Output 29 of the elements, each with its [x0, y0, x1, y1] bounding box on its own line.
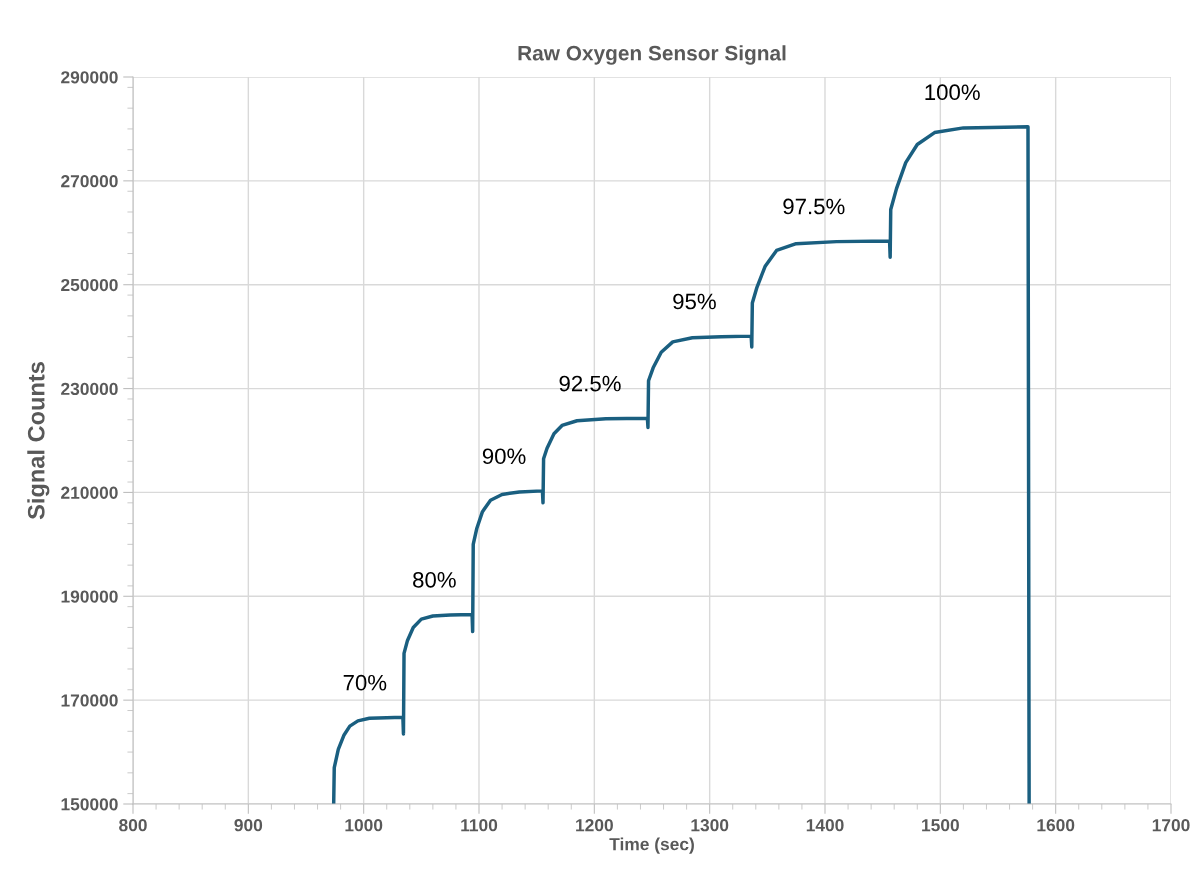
y-tick-label: 190000: [61, 590, 118, 603]
x-tick-label: 800: [119, 819, 147, 832]
x-tick-label: 1700: [1152, 819, 1190, 832]
x-tick-label: 1400: [806, 819, 844, 832]
y-tick-label: 210000: [61, 486, 118, 499]
y-tick-label: 170000: [61, 694, 118, 707]
y-axis-title: Signal Counts: [27, 362, 50, 520]
x-tick-label: 1500: [922, 819, 959, 832]
x-tick-label: 1000: [345, 819, 383, 832]
annotation: 90%: [482, 448, 526, 465]
annotation: 95%: [673, 293, 716, 310]
line-series: [331, 125, 1031, 804]
y-tick-label: 150000: [61, 798, 118, 811]
chart-title: Raw Oxygen Sensor Signal: [518, 45, 786, 65]
y-tick-label: 290000: [61, 71, 118, 84]
annotation: 92.5%: [559, 375, 621, 392]
x-tick-label: 1100: [461, 819, 498, 832]
y-tick-label: 270000: [61, 175, 118, 188]
annotation: 97.5%: [783, 198, 845, 215]
x-axis-title: Time (sec): [609, 837, 694, 854]
y-tick-label: 250000: [61, 278, 118, 292]
x-tick-label: 1300: [691, 819, 729, 832]
x-tick-label: 900: [234, 819, 263, 832]
annotation: 70%: [343, 674, 387, 691]
y-tick-label: 230000: [61, 382, 118, 396]
annotation: 80%: [413, 571, 456, 588]
x-tick-label: 1200: [576, 819, 613, 832]
x-tick-label: 1600: [1037, 819, 1075, 832]
annotation: 100%: [925, 84, 980, 101]
